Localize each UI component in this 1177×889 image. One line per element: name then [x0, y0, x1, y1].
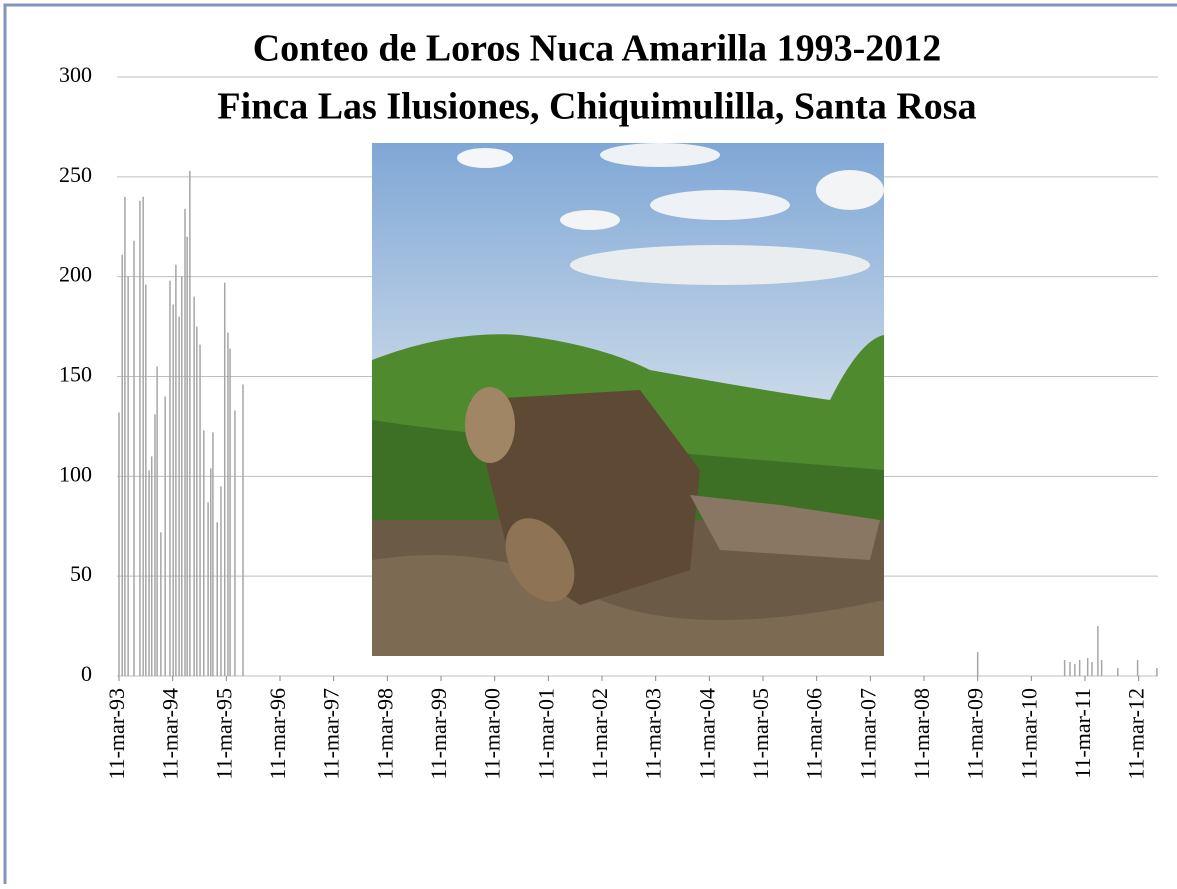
bar — [160, 532, 162, 676]
bar — [210, 468, 212, 676]
cloud — [457, 148, 513, 168]
bar — [184, 208, 186, 676]
cloud — [570, 245, 870, 285]
photo-log-small — [690, 495, 880, 560]
bar — [1069, 662, 1071, 676]
bar — [212, 432, 214, 676]
axes: 0 50 100 150 200 250 300 11-mar-93 11-mar-94 11-m… — [59, 62, 1149, 780]
bar — [242, 384, 244, 676]
photo-dirt — [372, 555, 884, 656]
y-tick-label: 200 — [59, 262, 92, 287]
bar — [976, 652, 979, 676]
y-tick-label: 250 — [59, 162, 92, 187]
cloud — [600, 143, 720, 167]
bar — [154, 414, 156, 676]
frame — [3, 3, 1177, 884]
x-tick-label: 11-mar-00 — [480, 688, 505, 780]
bar — [139, 200, 141, 676]
bar — [148, 470, 150, 676]
bar — [1100, 660, 1103, 676]
bar — [1116, 668, 1119, 676]
bar — [1156, 668, 1158, 676]
x-tick-label: 11-mar-01 — [533, 688, 558, 780]
bar — [234, 410, 236, 676]
x-tick-label: 11-mar-95 — [211, 688, 236, 780]
x-tick-label: 11-mar-06 — [802, 688, 827, 780]
bar — [145, 284, 147, 676]
photo-log-end — [505, 518, 575, 602]
x-tick-label: 11-mar-94 — [158, 688, 183, 780]
bar — [121, 254, 123, 676]
cloud — [650, 190, 790, 220]
x-tick-label: 11-mar-10 — [1016, 688, 1041, 780]
bar — [164, 396, 166, 676]
bar — [196, 326, 198, 676]
x-tick-label: 11-mar-96 — [265, 688, 290, 780]
bar — [1074, 664, 1076, 676]
bar — [181, 276, 183, 676]
x-tick-label: 11-mar-97 — [319, 688, 344, 780]
bar — [1063, 660, 1066, 676]
bar — [223, 282, 226, 676]
bar — [1086, 658, 1089, 676]
x-tick-label: 11-mar-04 — [694, 688, 719, 780]
bar — [175, 264, 177, 676]
bar — [156, 366, 158, 676]
bar — [229, 348, 231, 676]
photo-log-end — [465, 387, 515, 463]
y-tick-label: 300 — [59, 62, 92, 87]
cloud — [560, 210, 620, 230]
bar — [172, 304, 174, 676]
bar — [124, 196, 126, 677]
x-tick-label: 11-mar-12 — [1124, 688, 1149, 780]
bar — [127, 276, 129, 676]
bar — [1136, 660, 1139, 676]
bar — [193, 296, 195, 676]
bar — [220, 486, 222, 676]
y-tick-label: 150 — [59, 362, 92, 387]
bar — [1078, 660, 1081, 676]
bar — [133, 240, 135, 676]
x-tick-label: 11-mar-99 — [426, 688, 451, 780]
x-tick-label: 11-mar-98 — [372, 688, 397, 780]
chart-title: Conteo de Loros Nuca Amarilla 1993-2012 — [253, 28, 942, 70]
bar — [1091, 662, 1093, 676]
bars — [118, 170, 1158, 677]
bar — [178, 316, 180, 676]
x-tick-label: 11-mar-05 — [748, 688, 773, 780]
x-tick-label: 11-mar-03 — [641, 688, 666, 780]
x-tick-label: 11-mar-07 — [855, 688, 880, 780]
bar — [1097, 626, 1099, 676]
x-tick-label: 11-mar-08 — [909, 688, 934, 780]
bar — [142, 196, 144, 677]
bar — [203, 430, 205, 676]
bar — [118, 412, 120, 676]
bar — [199, 344, 201, 676]
y-tick-label: 100 — [59, 461, 92, 486]
bar — [169, 280, 171, 676]
bar — [216, 522, 218, 676]
chart-subtitle: Finca Las Ilusiones, Chiquimulilla, Sant… — [217, 86, 976, 128]
cloud — [816, 170, 884, 210]
x-tick-label: 11-mar-09 — [963, 688, 988, 780]
bar — [227, 332, 229, 676]
bar — [186, 236, 188, 676]
x-tick-label: 11-mar-02 — [587, 688, 612, 780]
x-tick-label: 11-mar-11 — [1070, 688, 1095, 779]
bar — [207, 502, 209, 676]
photo — [372, 143, 884, 656]
y-tick-label: 50 — [70, 561, 92, 586]
bar — [150, 456, 153, 676]
x-tick-label: 11-mar-93 — [104, 688, 129, 780]
y-tick-label: 0 — [81, 661, 92, 686]
bar — [189, 170, 191, 677]
